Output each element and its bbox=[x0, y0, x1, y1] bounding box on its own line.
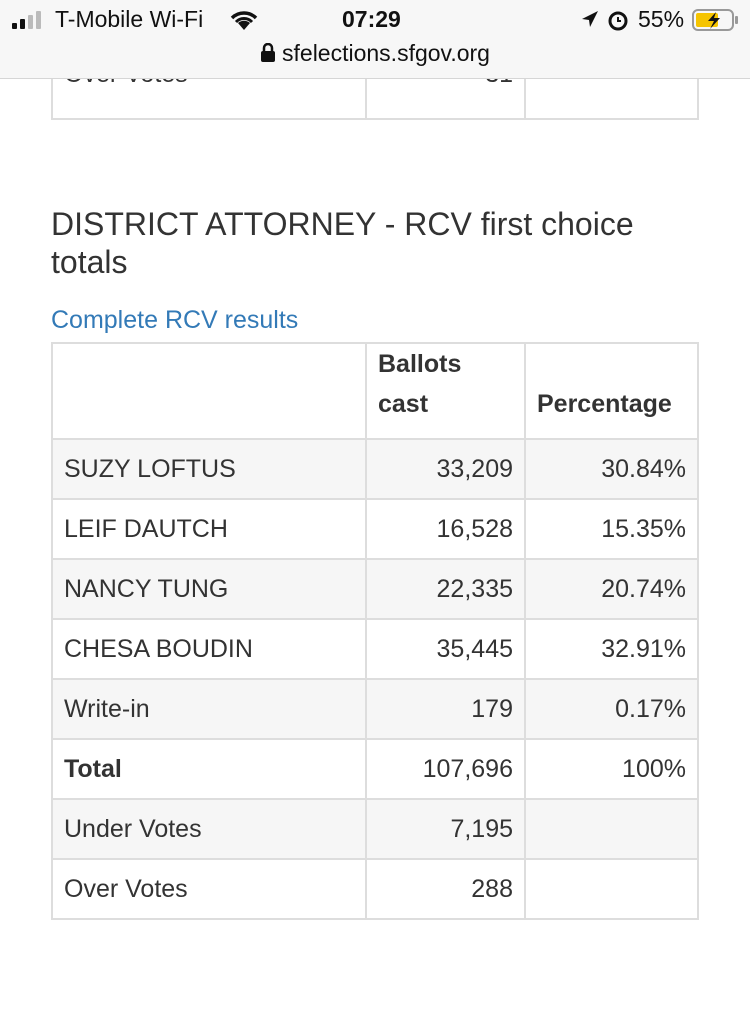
cell: 22,335 bbox=[365, 558, 526, 620]
url-bar[interactable]: sfelections.sfgov.org bbox=[0, 40, 750, 67]
cell: Total bbox=[51, 738, 367, 800]
section-title: DISTRICT ATTORNEY - RCV first choice tot… bbox=[51, 206, 634, 280]
cell: 30.84% bbox=[524, 438, 699, 500]
cell: 32.91% bbox=[524, 618, 699, 680]
cell: 7,195 bbox=[365, 798, 526, 860]
cell: CHESA BOUDIN bbox=[51, 618, 367, 680]
header-cell bbox=[51, 342, 367, 440]
cell: 33,209 bbox=[365, 438, 526, 500]
cell: Write-in bbox=[51, 678, 367, 740]
time: 07:29 bbox=[342, 6, 401, 32]
cell bbox=[524, 798, 699, 860]
lock-icon bbox=[261, 42, 276, 62]
results-table: Ballots cast Percentage SUZY LOFTUS 33,209… bbox=[51, 342, 699, 920]
cell: NANCY TUNG bbox=[51, 558, 367, 620]
table-row: Write-in 179 0.17% bbox=[51, 678, 699, 740]
status-bar: T-Mobile Wi-Fi 07:29 55% sfelections.sfg… bbox=[0, 0, 750, 79]
wifi-icon bbox=[230, 11, 258, 30]
rcv-link[interactable]: Complete RCV results bbox=[51, 306, 299, 334]
carrier: T-Mobile Wi-Fi bbox=[55, 6, 204, 32]
table-row: Over Votes 288 bbox=[51, 858, 699, 920]
table-row: LEIF DAUTCH 16,528 15.35% bbox=[51, 498, 699, 560]
cell: 20.74% bbox=[524, 558, 699, 620]
table-row: SUZY LOFTUS 33,209 30.84% bbox=[51, 438, 699, 500]
cell: 288 bbox=[365, 858, 526, 920]
header-cell: Ballots cast bbox=[365, 342, 526, 440]
table-row: Under Votes 7,195 bbox=[51, 798, 699, 860]
signal-icon bbox=[12, 11, 41, 29]
header-cell: Percentage bbox=[524, 342, 699, 440]
table-row: CHESA BOUDIN 35,445 32.91% bbox=[51, 618, 699, 680]
cell: 100% bbox=[524, 738, 699, 800]
cell: Over Votes bbox=[51, 858, 367, 920]
battery-level: 55% bbox=[638, 6, 685, 32]
cell: 35,445 bbox=[365, 618, 526, 680]
location-alarm-icons bbox=[582, 11, 628, 31]
cell: 107,696 bbox=[365, 738, 526, 800]
cell: 179 bbox=[365, 678, 526, 740]
cell: Under Votes bbox=[51, 798, 367, 860]
table-row: Total 107,696 100% bbox=[51, 738, 699, 800]
cell: 15.35% bbox=[524, 498, 699, 560]
cell: 0.17% bbox=[524, 678, 699, 740]
cell: SUZY LOFTUS bbox=[51, 438, 367, 500]
cell bbox=[524, 858, 699, 920]
battery-icon bbox=[692, 9, 738, 31]
table-row: NANCY TUNG 22,335 20.74% bbox=[51, 558, 699, 620]
url-text: sfelections.sfgov.org bbox=[282, 40, 490, 66]
cell: LEIF DAUTCH bbox=[51, 498, 367, 560]
cell: 16,528 bbox=[365, 498, 526, 560]
